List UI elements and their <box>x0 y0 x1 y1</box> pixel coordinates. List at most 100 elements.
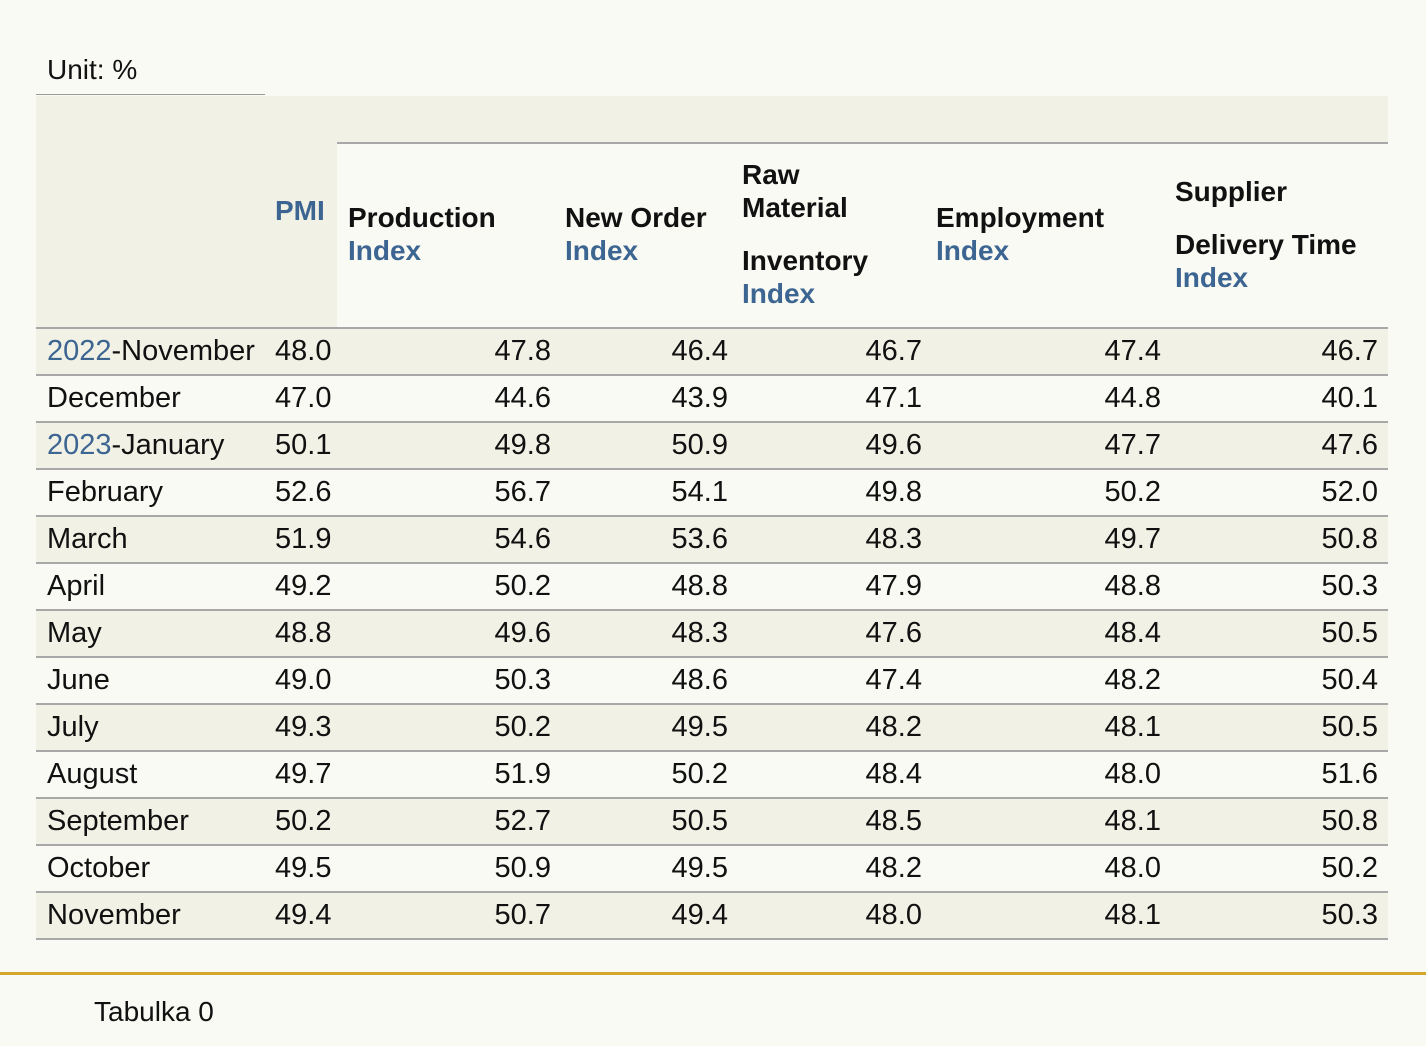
cell-production: 56.7 <box>494 476 551 508</box>
column-header-production-index: Index <box>348 235 422 266</box>
cell-new-order: 50.9 <box>671 429 728 461</box>
table-header-band <box>337 96 1388 144</box>
row-month-name: August <box>47 758 138 790</box>
column-header-supplier-index: Index <box>1175 262 1249 293</box>
cell-production: 54.6 <box>494 523 551 555</box>
cell-employment: 48.0 <box>1104 758 1161 790</box>
cell-supplier: 50.3 <box>1321 570 1378 602</box>
cell-pmi: 49.5 <box>275 852 332 884</box>
table-row: June 49.0 50.3 48.6 47.4 48.2 50.4 <box>36 658 1388 705</box>
cell-employment: 48.0 <box>1104 852 1161 884</box>
table-row: July 49.3 50.2 49.5 48.2 48.1 50.5 <box>36 705 1388 752</box>
table-row: April 49.2 50.2 48.8 47.9 48.8 50.3 <box>36 564 1388 611</box>
table-row: 2022-November 48.0 47.8 46.4 46.7 47.4 4… <box>36 329 1388 376</box>
row-month: December <box>47 376 181 421</box>
row-month-name: October <box>47 852 151 884</box>
row-year: 2023 <box>47 429 112 461</box>
cell-pmi: 49.3 <box>275 711 332 743</box>
cell-raw-material: 47.9 <box>865 570 922 602</box>
row-month-name: May <box>47 617 102 649</box>
cell-production: 50.2 <box>494 711 551 743</box>
row-month-name: -January <box>111 429 225 461</box>
row-month: July <box>47 705 99 750</box>
row-month: April <box>47 564 105 609</box>
cell-new-order: 43.9 <box>671 382 728 414</box>
cell-pmi: 50.1 <box>275 429 332 461</box>
cell-raw-material: 48.2 <box>865 711 922 743</box>
cell-employment: 48.1 <box>1104 805 1161 837</box>
cell-raw-material: 48.0 <box>865 899 922 931</box>
column-header-supplier-line2: Delivery Time <box>1175 229 1357 260</box>
cell-raw-material: 47.6 <box>865 617 922 649</box>
cell-pmi: 48.0 <box>275 335 332 367</box>
cell-employment: 44.8 <box>1104 382 1161 414</box>
column-header-raw-material-line1: Raw <box>742 159 800 190</box>
cell-raw-material: 49.8 <box>865 476 922 508</box>
row-year: 2022 <box>47 335 112 367</box>
unit-label-text: Unit: % <box>47 54 138 85</box>
table-row: August 49.7 51.9 50.2 48.4 48.0 51.6 <box>36 752 1388 799</box>
cell-new-order: 49.5 <box>671 852 728 884</box>
column-header-new-order-index: Index <box>565 235 639 266</box>
row-month-name: September <box>47 805 189 837</box>
cell-raw-material: 49.6 <box>865 429 922 461</box>
cell-supplier: 50.2 <box>1321 852 1378 884</box>
cell-supplier: 40.1 <box>1321 382 1378 414</box>
cell-employment: 49.7 <box>1104 523 1161 555</box>
cell-raw-material: 48.5 <box>865 805 922 837</box>
cell-production: 50.9 <box>494 852 551 884</box>
cell-raw-material: 48.4 <box>865 758 922 790</box>
table-row: May 48.8 49.6 48.3 47.6 48.4 50.5 <box>36 611 1388 658</box>
cell-new-order: 53.6 <box>671 523 728 555</box>
cell-employment: 47.4 <box>1104 335 1161 367</box>
column-header-raw-material-index: Index <box>742 278 816 309</box>
row-month-name: December <box>47 382 181 414</box>
cell-pmi: 51.9 <box>275 523 332 555</box>
cell-new-order: 49.5 <box>671 711 728 743</box>
cell-production: 50.2 <box>494 570 551 602</box>
cell-supplier: 52.0 <box>1321 476 1378 508</box>
cell-production: 44.6 <box>494 382 551 414</box>
row-month-name: April <box>47 570 106 602</box>
cell-pmi: 49.7 <box>275 758 332 790</box>
cell-pmi: 49.4 <box>275 899 332 931</box>
row-month: August <box>47 752 137 797</box>
cell-pmi: 48.8 <box>275 617 332 649</box>
column-header-production-title: Production <box>348 202 496 233</box>
cell-employment: 47.7 <box>1104 429 1161 461</box>
cell-pmi: 49.2 <box>275 570 332 602</box>
row-month: November <box>47 893 181 938</box>
cell-supplier: 50.8 <box>1321 805 1378 837</box>
cell-production: 50.7 <box>494 899 551 931</box>
cell-production: 49.8 <box>494 429 551 461</box>
cell-new-order: 50.5 <box>671 805 728 837</box>
cell-new-order: 54.1 <box>671 476 728 508</box>
cell-production: 52.7 <box>494 805 551 837</box>
cell-supplier: 50.3 <box>1321 899 1378 931</box>
table-row: September 50.2 52.7 50.5 48.5 48.1 50.8 <box>36 799 1388 846</box>
cell-new-order: 50.2 <box>671 758 728 790</box>
unit-label: Unit: % <box>36 50 265 95</box>
cell-raw-material: 48.2 <box>865 852 922 884</box>
cell-raw-material: 46.7 <box>865 335 922 367</box>
row-month-name: February <box>47 476 164 508</box>
column-header-production: Production Index <box>348 201 496 267</box>
table-row: 2023-January 50.1 49.8 50.9 49.6 47.7 47… <box>36 423 1388 470</box>
cell-raw-material: 48.3 <box>865 523 922 555</box>
cell-supplier: 51.6 <box>1321 758 1378 790</box>
table-caption: Tabulka 0 <box>94 996 214 1027</box>
cell-employment: 48.8 <box>1104 570 1161 602</box>
column-header-supplier-line1: Supplier <box>1175 176 1288 207</box>
cell-pmi: 50.2 <box>275 805 332 837</box>
row-month-name: June <box>47 664 110 696</box>
table-row: February 52.6 56.7 54.1 49.8 50.2 52.0 <box>36 470 1388 517</box>
cell-supplier: 50.5 <box>1321 711 1378 743</box>
row-month: October <box>47 846 150 891</box>
cell-production: 47.8 <box>494 335 551 367</box>
table-row: October 49.5 50.9 49.5 48.2 48.0 50.2 <box>36 846 1388 893</box>
cell-new-order: 46.4 <box>671 335 728 367</box>
cell-employment: 48.2 <box>1104 664 1161 696</box>
column-header-supplier: Supplier Delivery Time Index <box>1175 175 1357 294</box>
row-month: May <box>47 611 102 656</box>
row-month: 2022-November <box>47 329 255 374</box>
